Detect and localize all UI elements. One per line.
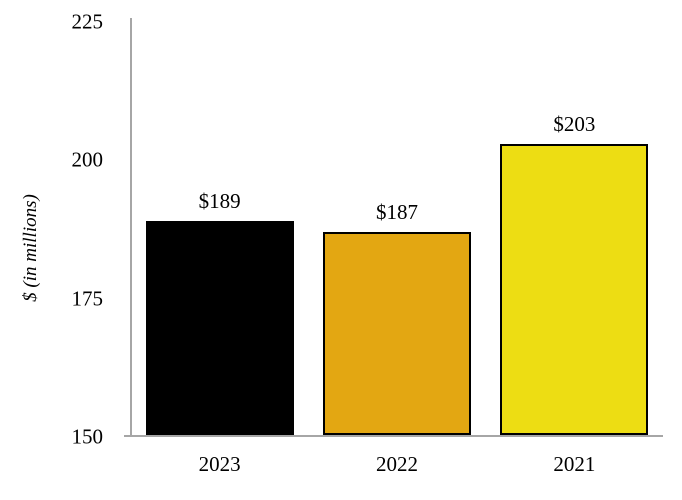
x-axis-line [124,435,663,437]
x-category-label: 2022 [376,452,418,476]
y-axis-line [130,18,132,437]
bar-value-label: $189 [198,189,241,214]
bar-2023 [145,221,294,435]
y-tick-label: 200 [71,147,104,172]
bar-value-label: $203 [553,111,596,136]
x-category-label: 2023 [198,452,241,476]
x-category-label: 2021 [553,452,596,476]
bar-2021 [500,143,649,435]
y-tick-label: 175 [71,286,104,311]
y-tick-label: 225 [71,9,104,34]
y-tick-label: 150 [71,424,104,449]
bar-2022 [323,232,471,435]
bar-value-label: $187 [376,200,418,225]
